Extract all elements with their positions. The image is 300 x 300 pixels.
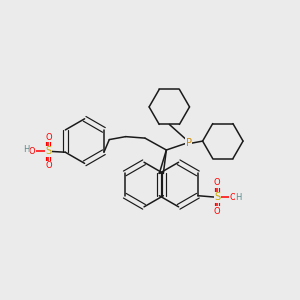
Text: H: H [23,146,29,154]
Text: O: O [45,161,52,170]
Text: S: S [45,146,51,156]
Text: O: O [230,193,236,202]
Text: O: O [214,178,220,188]
Text: O: O [214,207,220,216]
Text: H: H [236,193,242,202]
Text: O: O [29,147,35,156]
Text: P: P [186,138,192,148]
Text: O: O [45,133,52,142]
Text: S: S [214,192,220,202]
